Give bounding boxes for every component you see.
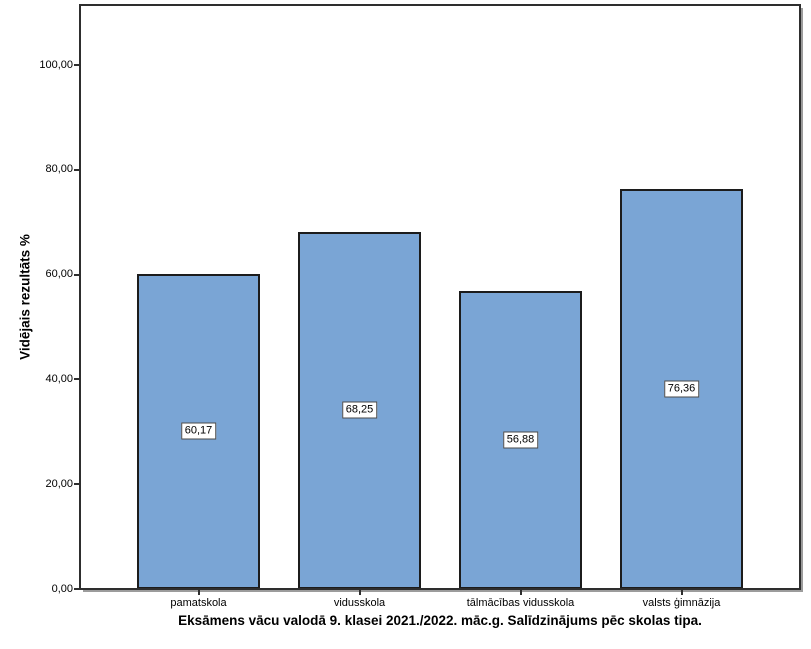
y-axis-tick [74,378,80,381]
bar-value-label: 60,17 [180,422,217,440]
y-axis-tick [74,64,80,67]
bar [137,273,260,589]
bar-value-label: 56,88 [502,431,539,449]
chart-title: Eksāmens vācu valodā 9. klasei 2021./202… [178,613,702,628]
bar-value-label: 76,36 [663,380,700,398]
x-axis-tick [519,590,522,595]
x-axis-tick [358,590,361,595]
x-axis-tick-label: vidusskola [333,597,386,609]
bar-value-label: 68,25 [341,401,378,419]
x-axis-tick-label: tālmācības vidusskola [466,597,575,609]
x-axis-tick [680,590,683,595]
y-axis-tick-label: 0,00 [51,582,73,595]
x-axis-tick-label: pamatskola [170,597,227,609]
y-axis-tick [74,588,80,590]
y-axis-tick-label: 20,00 [45,477,73,490]
x-axis-tick-label: valsts ģimnāzija [642,597,721,609]
y-axis-tick [74,168,80,171]
y-axis-tick-label: 60,00 [45,268,73,281]
y-axis-tick-label: 80,00 [45,163,73,176]
y-axis-tick-label: 40,00 [45,372,73,385]
y-axis-tick [74,273,80,276]
y-axis-tick-label: 100,00 [39,58,73,71]
y-axis-tick [74,483,80,486]
x-axis-tick [197,590,200,595]
